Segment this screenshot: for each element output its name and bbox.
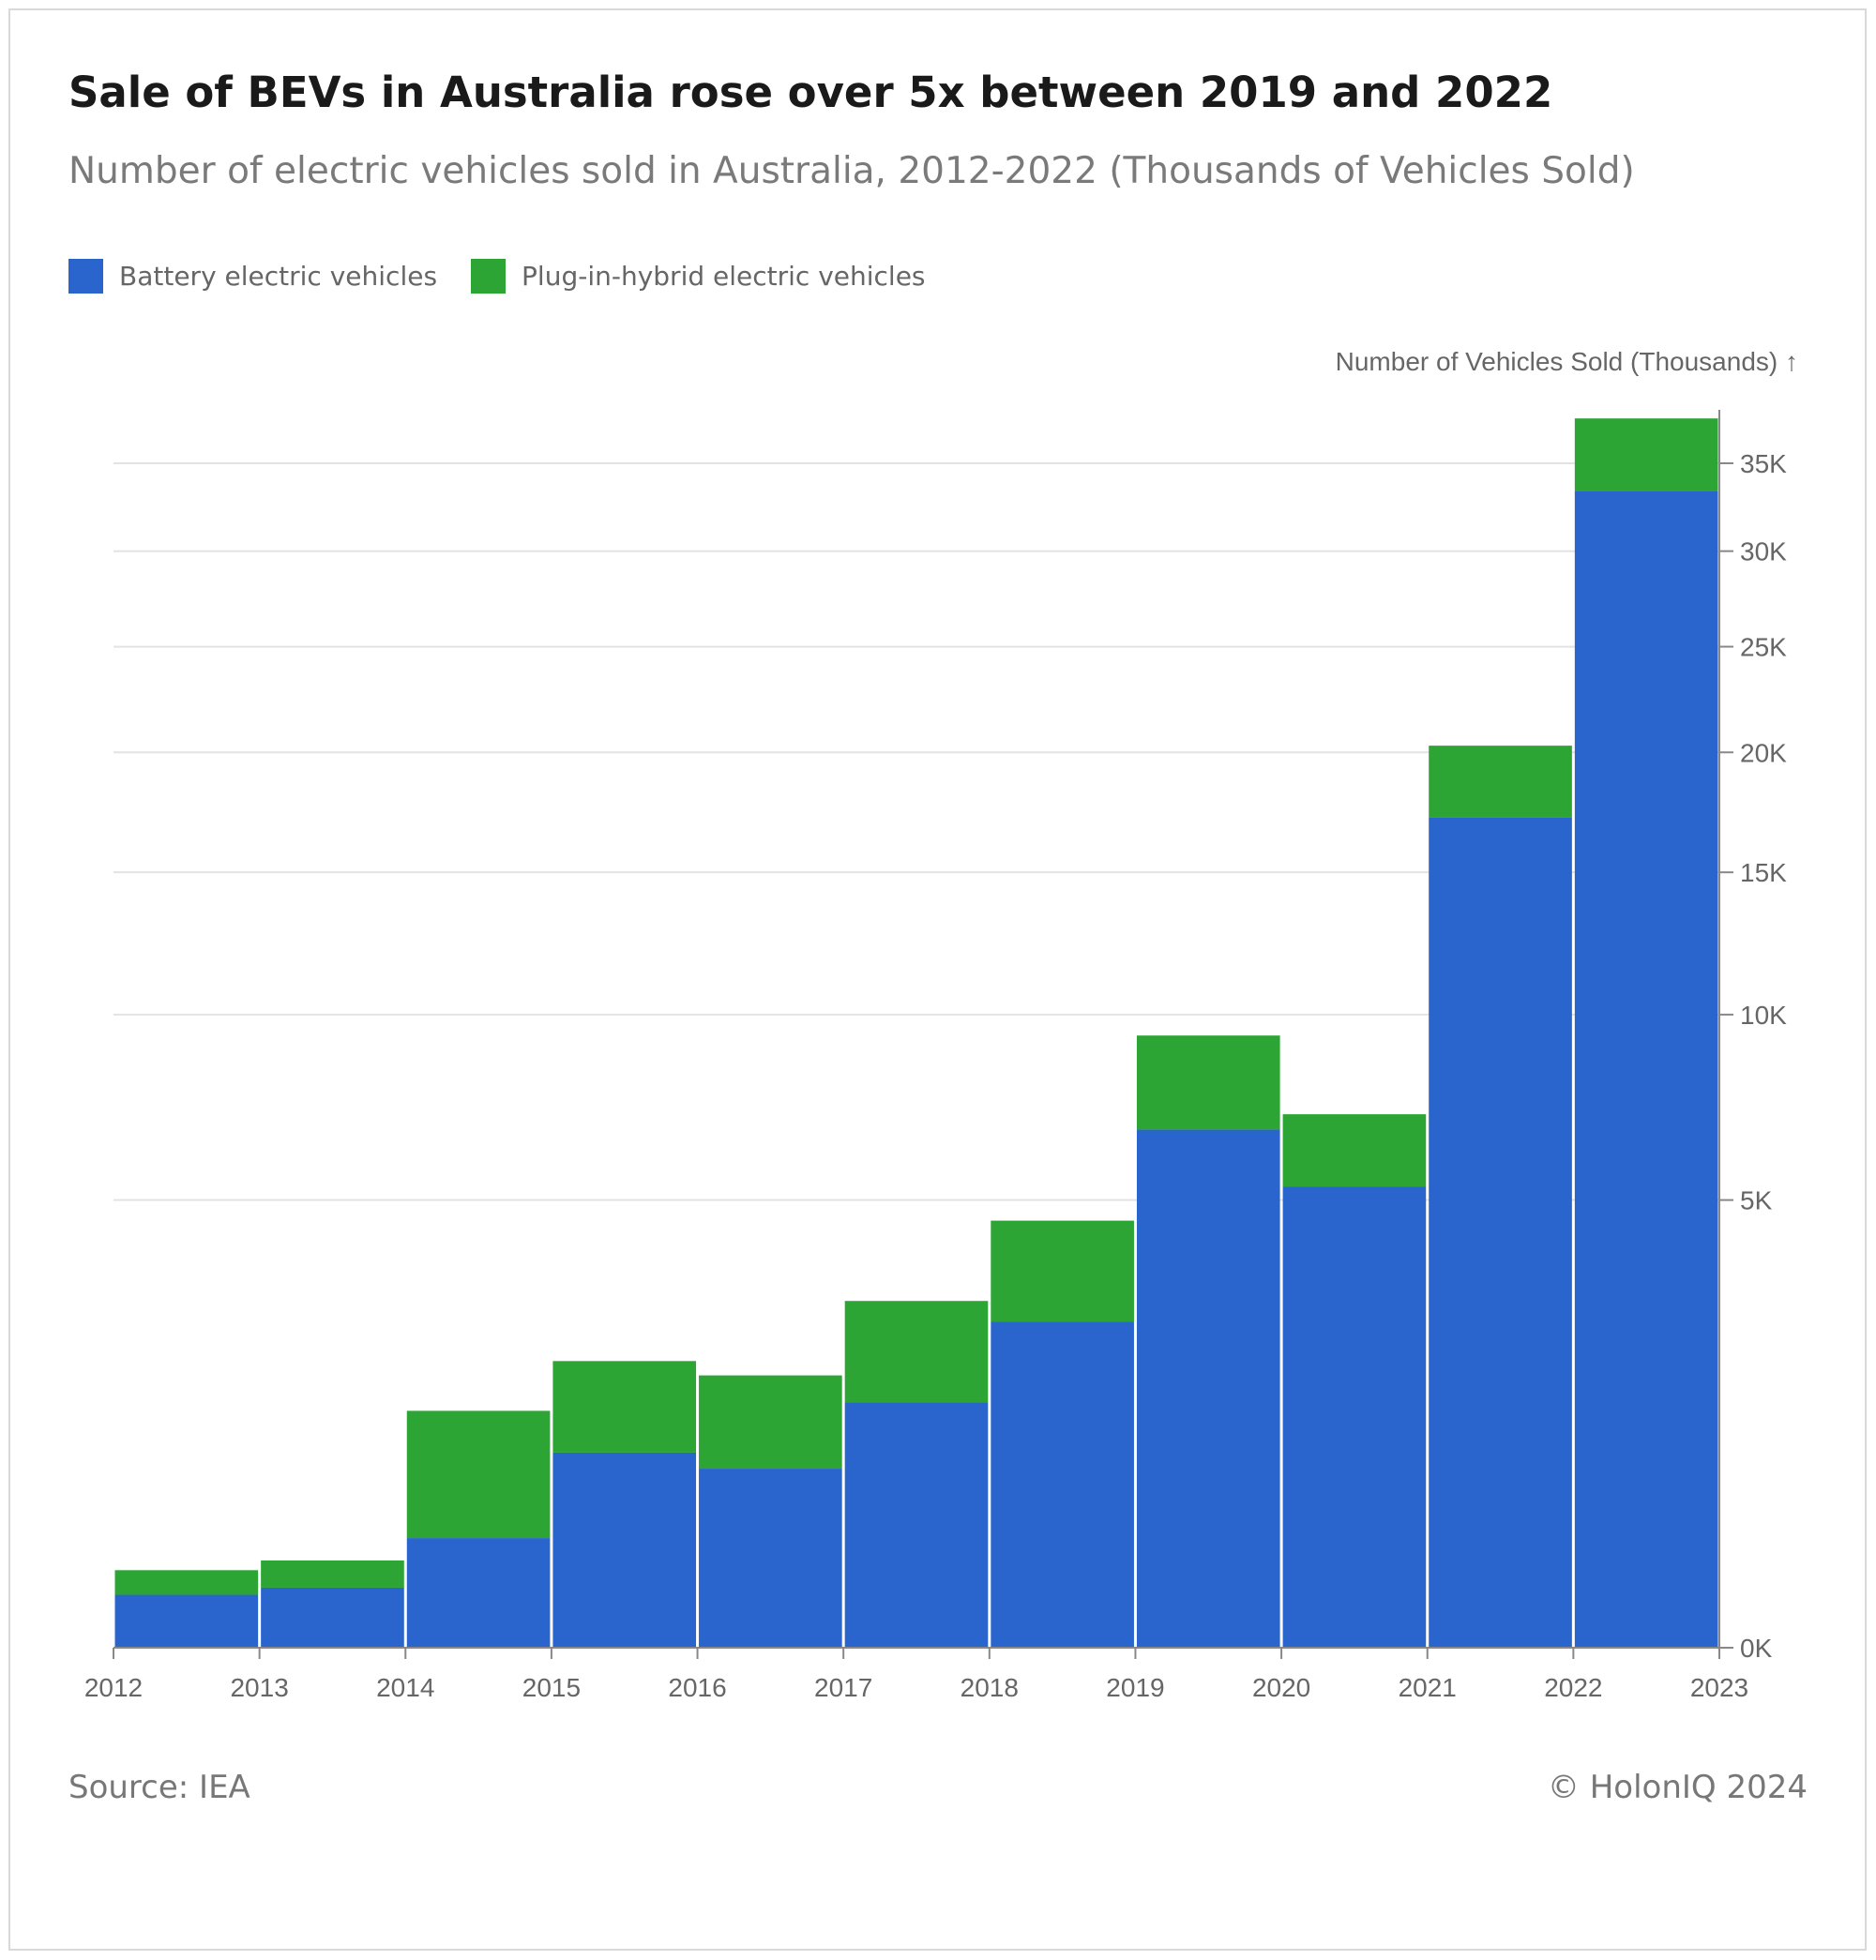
y-tick-label: 35K: [1740, 449, 1787, 478]
x-tick-label: 2022: [1544, 1673, 1602, 1702]
bar-segment-bev[interactable]: [991, 1321, 1134, 1648]
legend-label-phev: Plug-in-hybrid electric vehicles: [522, 260, 926, 292]
y-tick-label: 30K: [1740, 537, 1787, 566]
bar-segment-bev[interactable]: [552, 1452, 697, 1648]
legend-item-bev[interactable]: Battery electric vehicles: [68, 258, 438, 294]
x-tick-label: 2021: [1399, 1673, 1457, 1702]
legend-item-phev[interactable]: Plug-in-hybrid electric vehicles: [471, 258, 926, 294]
x-tick-label: 2019: [1106, 1673, 1164, 1702]
y-tick-label: 25K: [1740, 633, 1787, 662]
bar-segment-phev[interactable]: [261, 1560, 404, 1588]
legend: Battery electric vehicles Plug-in-hybrid…: [68, 257, 960, 294]
legend-swatch-bev: [68, 258, 103, 294]
y-tick-label: 15K: [1740, 858, 1787, 887]
axes: 0K 5K 10K 15K 20K 25K 30K 35K 2012 2013 2014 2015 20…: [84, 409, 1787, 1702]
bar-segment-bev[interactable]: [1574, 490, 1718, 1648]
bar-segment-bev[interactable]: [699, 1469, 842, 1648]
chart-title: Sale of BEVs in Australia rose over 5x b…: [68, 68, 1553, 117]
x-tick-label: 2020: [1252, 1673, 1310, 1702]
y-tick-label: 5K: [1740, 1186, 1773, 1215]
bar-segment-bev[interactable]: [844, 1402, 989, 1648]
y-tick-label: 10K: [1740, 1001, 1787, 1030]
bar-segment-bev[interactable]: [1136, 1129, 1280, 1648]
bar-segment-bev[interactable]: [1282, 1186, 1427, 1648]
legend-label-bev: Battery electric vehicles: [119, 260, 438, 292]
y-axis-title: Number of Vehicles Sold (Thousands) ↑: [1336, 347, 1798, 376]
bar-segment-phev[interactable]: [552, 1361, 697, 1453]
x-tick-label: 2015: [522, 1673, 581, 1702]
bar-segment-phev[interactable]: [991, 1220, 1134, 1322]
bar-segment-phev[interactable]: [699, 1375, 842, 1470]
bars: [114, 418, 1718, 1648]
bar-segment-phev[interactable]: [1429, 746, 1572, 818]
legend-swatch-phev: [471, 258, 507, 294]
x-tick-label: 2013: [230, 1673, 288, 1702]
bar-segment-phev[interactable]: [1282, 1114, 1427, 1187]
y-tick-label: 20K: [1740, 738, 1787, 767]
bar-segment-phev[interactable]: [844, 1301, 989, 1403]
y-tick-label: 0K: [1740, 1634, 1773, 1663]
chart-subtitle: Number of electric vehicles sold in Aust…: [68, 150, 1635, 192]
copyright: © HolonIQ 2024: [1547, 1769, 1808, 1806]
bar-segment-bev[interactable]: [406, 1538, 551, 1648]
x-tick-label: 2023: [1690, 1673, 1748, 1702]
source-note: Source: IEA: [68, 1769, 250, 1806]
bar-segment-bev[interactable]: [114, 1594, 259, 1648]
bar-segment-phev[interactable]: [114, 1570, 259, 1595]
x-tick-label: 2012: [84, 1673, 143, 1702]
x-tick-label: 2017: [814, 1673, 872, 1702]
bar-segment-phev[interactable]: [1136, 1035, 1280, 1130]
bar-segment-bev[interactable]: [1429, 817, 1572, 1648]
bar-segment-bev[interactable]: [261, 1587, 404, 1648]
bar-segment-phev[interactable]: [1574, 418, 1718, 491]
x-tick-label: 2018: [961, 1673, 1019, 1702]
x-tick-label: 2016: [668, 1673, 726, 1702]
x-tick-label: 2014: [376, 1673, 434, 1702]
bar-segment-phev[interactable]: [406, 1410, 551, 1539]
